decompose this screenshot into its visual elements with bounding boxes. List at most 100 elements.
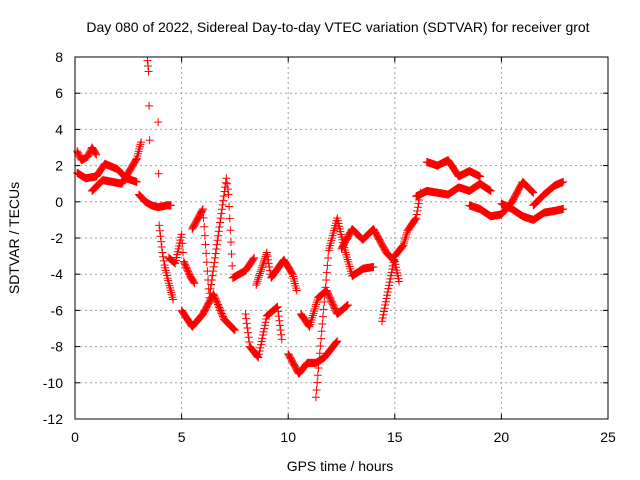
data-point	[312, 300, 321, 309]
data-point	[252, 281, 261, 290]
data-point	[215, 222, 224, 231]
series-sat-l	[284, 337, 342, 378]
data-point	[400, 237, 409, 246]
series-sat-s	[465, 177, 538, 221]
data-point	[243, 323, 252, 332]
data-point	[225, 202, 234, 211]
data-point	[262, 315, 271, 324]
data-point	[381, 300, 390, 309]
data-point	[255, 350, 264, 359]
data-point	[198, 206, 207, 215]
data-point	[217, 209, 226, 218]
data-point	[132, 177, 141, 186]
data-point	[292, 286, 301, 295]
data-point	[316, 341, 325, 350]
data-point	[410, 216, 419, 225]
data-point	[218, 200, 227, 209]
data-point	[198, 205, 207, 214]
y-tick-label: -4	[51, 266, 64, 282]
y-tick-label: -2	[51, 230, 64, 246]
data-point	[378, 314, 387, 323]
x-tick-label: 10	[280, 429, 296, 445]
data-point	[388, 265, 397, 274]
series-sat-u	[529, 177, 568, 210]
y-tick-label: 4	[55, 121, 63, 137]
data-point	[226, 226, 235, 235]
data-point	[379, 310, 388, 319]
data-point	[486, 186, 495, 195]
series-sat-f	[154, 118, 178, 304]
x-tick-label: 5	[178, 429, 186, 445]
data-point	[252, 279, 261, 288]
data-point	[177, 230, 186, 239]
data-point	[209, 267, 218, 276]
axis-ticks: 0 5 10 15 20 25 -12 -10 -8 -6 -4 -2 0 2 4 6 8	[43, 49, 616, 445]
y-tick-label: 2	[55, 158, 63, 174]
data-point	[313, 371, 322, 380]
data-point	[155, 221, 164, 230]
x-axis-label: GPS time / hours	[287, 458, 394, 474]
data-point	[91, 148, 100, 157]
data-point	[259, 327, 268, 336]
data-point	[401, 232, 410, 241]
data-point	[476, 172, 485, 181]
data-point	[200, 231, 209, 240]
data-point	[205, 289, 214, 298]
data-point	[319, 305, 328, 314]
series-sat-j	[241, 302, 286, 362]
data-point	[179, 248, 188, 257]
data-point	[312, 385, 321, 394]
data-point	[342, 302, 351, 311]
data-point	[390, 255, 399, 264]
data-point	[272, 303, 281, 312]
data-point	[323, 261, 332, 270]
data-point	[190, 279, 199, 288]
series-sat-q	[422, 156, 485, 181]
series-sat-p	[378, 188, 425, 326]
data-point	[386, 271, 395, 280]
data-point	[398, 242, 407, 251]
data-point	[209, 262, 218, 271]
data-point	[314, 363, 323, 372]
data-point	[145, 136, 154, 145]
data-point	[256, 267, 265, 276]
data-point	[321, 283, 330, 292]
data-point	[144, 62, 153, 71]
y-tick-label: -10	[43, 375, 63, 391]
series-sat-h	[177, 290, 239, 335]
data-point	[262, 248, 271, 257]
data-point	[318, 312, 327, 321]
data-point	[206, 284, 215, 293]
data-point	[255, 269, 264, 278]
series-sat-a	[73, 143, 101, 165]
data-point	[332, 337, 341, 346]
data-point	[222, 174, 231, 183]
data-point	[258, 261, 267, 270]
data-point	[414, 199, 423, 208]
series-sat-i	[188, 174, 259, 302]
data-point	[202, 258, 211, 267]
data-point	[315, 356, 324, 365]
y-tick-label: 0	[55, 194, 63, 210]
data-point	[159, 256, 168, 265]
data-point	[263, 252, 272, 261]
data-point	[385, 281, 394, 290]
data-point	[225, 214, 234, 223]
data-point	[143, 56, 152, 65]
data-point	[245, 337, 254, 346]
data-point	[317, 327, 326, 336]
data-point	[304, 321, 313, 330]
data-point	[159, 252, 168, 261]
data-point	[155, 226, 164, 235]
data-point	[317, 334, 326, 343]
data-point	[229, 325, 238, 334]
data-point	[242, 314, 251, 323]
data-point	[399, 239, 408, 248]
y-tick-label: 6	[55, 85, 63, 101]
data-point	[402, 230, 411, 239]
data-point	[258, 334, 267, 343]
data-point	[230, 326, 239, 335]
series-sat-t	[497, 199, 568, 224]
data-point	[216, 218, 225, 227]
